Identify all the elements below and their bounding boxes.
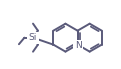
Text: Si: Si [29, 33, 37, 42]
Text: N: N [75, 41, 81, 50]
